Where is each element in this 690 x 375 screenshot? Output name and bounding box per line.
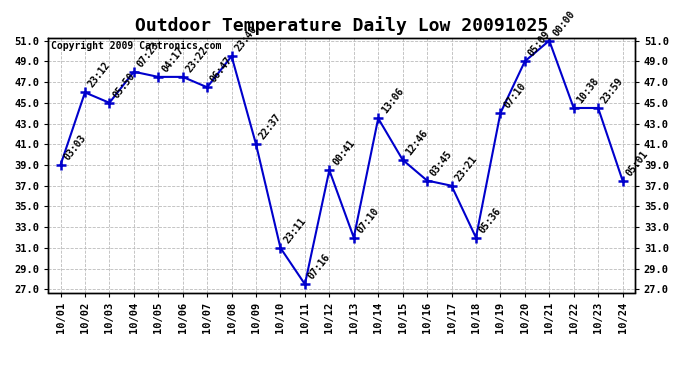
- Text: 10:38: 10:38: [575, 76, 601, 105]
- Text: Copyright 2009 Cartronics.com: Copyright 2009 Cartronics.com: [51, 41, 221, 51]
- Text: 05:01: 05:01: [624, 148, 650, 178]
- Text: 04:17: 04:17: [159, 45, 186, 74]
- Text: 03:03: 03:03: [62, 133, 88, 162]
- Text: 22:37: 22:37: [257, 112, 284, 141]
- Text: 23:21: 23:21: [453, 154, 479, 183]
- Text: 07:23: 07:23: [135, 40, 161, 69]
- Text: 05:09: 05:09: [526, 29, 552, 58]
- Text: 00:00: 00:00: [551, 9, 577, 38]
- Text: 07:10: 07:10: [502, 81, 528, 110]
- Text: 07:16: 07:16: [306, 252, 333, 281]
- Text: 23:22: 23:22: [184, 45, 210, 74]
- Text: 23:12: 23:12: [86, 60, 112, 90]
- Text: 23:11: 23:11: [282, 216, 308, 245]
- Text: 13:06: 13:06: [380, 86, 406, 116]
- Text: 12:46: 12:46: [404, 128, 430, 157]
- Title: Outdoor Temperature Daily Low 20091025: Outdoor Temperature Daily Low 20091025: [135, 16, 548, 34]
- Text: 23:59: 23:59: [600, 76, 626, 105]
- Text: 23:40: 23:40: [233, 24, 259, 53]
- Text: 05:36: 05:36: [477, 206, 503, 235]
- Text: 05:50: 05:50: [111, 71, 137, 100]
- Text: 03:45: 03:45: [428, 148, 455, 178]
- Text: 00:41: 00:41: [331, 138, 357, 167]
- Text: 06:47: 06:47: [208, 55, 235, 84]
- Text: 07:10: 07:10: [355, 206, 381, 235]
